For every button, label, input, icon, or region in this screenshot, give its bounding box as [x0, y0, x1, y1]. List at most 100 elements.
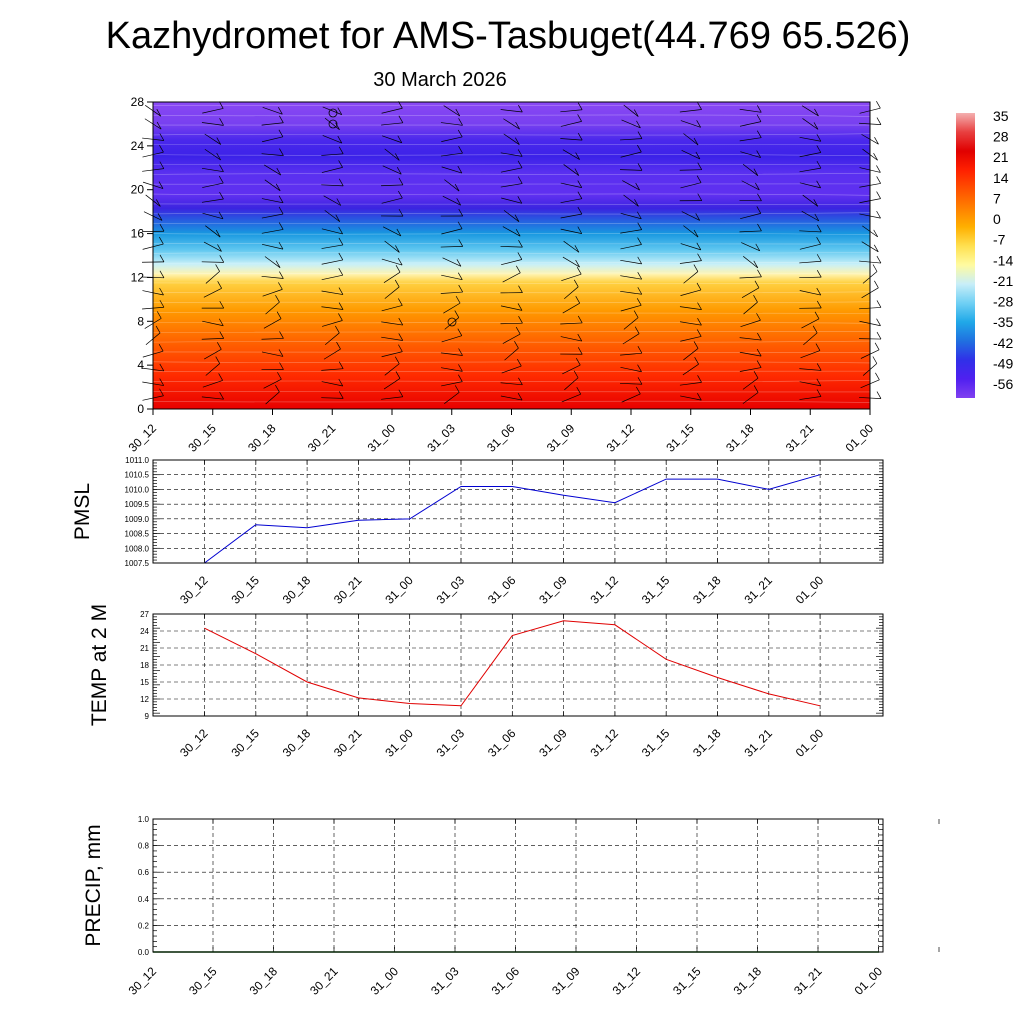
x-tick-label: 30_21	[331, 726, 365, 760]
wind-barb	[381, 258, 403, 266]
wind-barb-flag	[693, 341, 699, 349]
y-axis-label: PRECIP, mm	[82, 824, 105, 946]
wind-barb-flag	[279, 331, 284, 339]
wind-barb	[679, 260, 702, 264]
wind-barb	[321, 228, 343, 235]
wind-barb-flag	[159, 161, 165, 169]
wind-barb-flag	[634, 199, 639, 207]
x-tick-label: 31_06	[484, 421, 518, 455]
wind-barb	[560, 109, 583, 113]
wind-barb-flag	[394, 356, 400, 364]
wind-barb	[562, 364, 581, 375]
wind-barb-flag	[756, 130, 762, 138]
contour-line	[152, 233, 871, 235]
wind-barb	[384, 240, 400, 253]
wind-barb	[560, 322, 583, 325]
wind-barb-flag	[637, 144, 642, 153]
wind-barb-flag	[577, 315, 583, 324]
wind-barb	[620, 290, 642, 295]
wind-barb	[741, 180, 760, 191]
wind-barb-flag	[876, 191, 881, 199]
wind-barb	[322, 135, 342, 144]
wind-barb	[441, 367, 463, 372]
wind-barb-flag	[336, 198, 342, 206]
wind-barb-flag	[573, 370, 579, 378]
wind-barb-flag	[636, 386, 641, 395]
wind-barb-flag	[338, 287, 344, 295]
wind-barb-flag	[577, 333, 583, 342]
x-tick-label: 30_12	[177, 573, 211, 607]
contour-line	[152, 400, 871, 403]
wind-barb-flag	[577, 226, 583, 234]
precip-panel: 30_12 30_15 30_18 30_21 31_00 31_03 31_06 31_09…	[82, 815, 940, 998]
wind-barb	[680, 182, 702, 189]
wind-barb-flag	[757, 332, 762, 341]
wind-barb-flag	[456, 197, 461, 206]
wind-barb-flag	[395, 245, 400, 253]
wind-barb-flag	[633, 109, 639, 117]
wind-barb	[501, 365, 522, 374]
wind-barb-flag	[278, 195, 284, 203]
wind-barb-flag	[156, 199, 161, 207]
y-tick-label: 4	[137, 358, 144, 372]
wind-barb	[799, 396, 822, 400]
wind-barb-flag	[876, 117, 882, 125]
wind-barb	[504, 347, 519, 361]
wind-barb-flag	[279, 115, 284, 123]
wind-barb-flag	[637, 346, 643, 354]
wind-barb	[321, 306, 344, 310]
x-tick-label: 31_09	[536, 573, 570, 607]
colorbar-label: 14	[993, 170, 1009, 186]
wind-barb	[502, 272, 521, 283]
contour-line	[152, 361, 871, 364]
wind-barb	[263, 318, 282, 329]
wind-barb	[381, 107, 403, 114]
x-tick-label: 30_15	[228, 573, 262, 607]
y-tick-label: 1008.0	[125, 544, 150, 553]
wind-barb-flag	[455, 295, 461, 304]
wind-barb	[562, 149, 580, 160]
wind-barb	[679, 382, 702, 386]
wind-barb-flag	[338, 391, 344, 399]
temperature-field	[153, 102, 870, 409]
wind-barb	[322, 106, 342, 115]
wind-barb-flag	[458, 208, 464, 217]
wind-barb-flag	[876, 101, 881, 109]
wind-barb	[381, 351, 403, 358]
colorbar-label: 28	[993, 129, 1009, 145]
wind-barb-flag	[756, 206, 762, 214]
wind-barb	[680, 336, 702, 342]
wind-barb-flag	[215, 229, 221, 238]
wind-barb-flag	[457, 272, 463, 280]
wind-barb-flag	[637, 163, 643, 171]
wind-barb-flag	[159, 145, 164, 153]
wind-barb-flag	[338, 178, 344, 187]
wind-barb-flag	[335, 325, 340, 334]
x-tick-label: 30_12	[177, 726, 211, 760]
panel-frame	[152, 613, 884, 717]
wind-barb-flag	[458, 239, 464, 247]
x-tick-label: 31_12	[588, 573, 622, 607]
wind-barb	[440, 152, 463, 157]
wind-barb	[562, 302, 580, 314]
wind-barb	[261, 275, 284, 279]
wind-barb	[500, 152, 523, 157]
calm-circle	[328, 119, 338, 129]
wind-barb-flag	[696, 242, 702, 251]
wind-barb	[261, 198, 284, 204]
wind-barb	[442, 195, 461, 206]
x-tick-label: 31_12	[604, 421, 638, 455]
wind-barb	[382, 165, 402, 175]
contour-line	[152, 291, 871, 294]
wind-barb-flag	[636, 120, 641, 129]
wind-barb-flag	[574, 245, 580, 253]
calm-circle	[447, 317, 457, 327]
wind-barb	[321, 274, 343, 281]
wind-barb	[560, 182, 582, 188]
wind-barb	[560, 228, 582, 234]
wind-barb-flag	[756, 348, 762, 357]
wind-barb-flag	[457, 328, 463, 336]
wind-barb-flag	[575, 357, 581, 366]
wind-barb-flag	[156, 311, 162, 319]
wind-barb-flag	[816, 254, 822, 262]
